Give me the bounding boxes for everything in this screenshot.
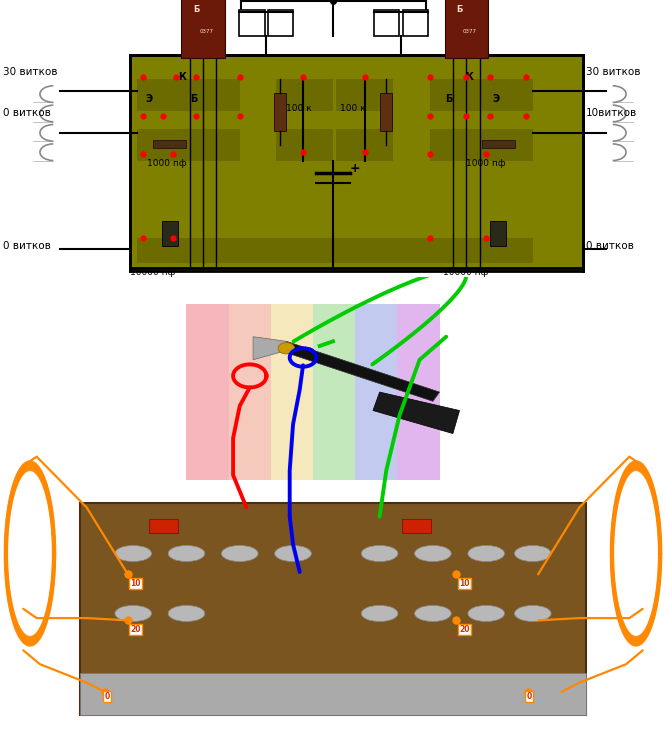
Text: 30 витков: 30 витков [586, 66, 641, 77]
Text: 10: 10 [131, 579, 141, 587]
Bar [80, 673, 586, 715]
Text: 10000 пф: 10000 пф [443, 269, 488, 277]
Bar [274, 93, 286, 131]
Text: 1000 пф: 1000 пф [147, 159, 186, 168]
Ellipse shape [221, 545, 258, 562]
Bar [186, 304, 440, 480]
Text: Э: Э [493, 94, 500, 104]
Polygon shape [253, 337, 286, 360]
Bar [430, 79, 533, 111]
Ellipse shape [361, 545, 398, 562]
Ellipse shape [168, 605, 205, 621]
Ellipse shape [468, 605, 505, 621]
Ellipse shape [115, 605, 152, 621]
Ellipse shape [468, 545, 505, 562]
Bar [398, 304, 440, 480]
Bar [402, 519, 431, 533]
Bar [149, 519, 178, 533]
Text: 10000 пф: 10000 пф [130, 269, 175, 277]
Text: 0377: 0377 [462, 30, 477, 34]
Bar [130, 55, 583, 271]
Text: Б: Б [445, 94, 452, 104]
Text: 0: 0 [526, 692, 531, 701]
Bar [137, 79, 240, 111]
Polygon shape [280, 341, 440, 401]
Bar [490, 221, 507, 246]
Text: 10витков: 10витков [586, 108, 637, 118]
Text: Б: Б [193, 5, 200, 15]
Bar [276, 79, 333, 111]
Ellipse shape [115, 545, 152, 562]
Bar [240, 10, 265, 36]
Ellipse shape [514, 545, 551, 562]
Text: 20: 20 [131, 625, 141, 634]
Polygon shape [373, 392, 460, 433]
Text: К: К [178, 72, 186, 82]
Bar [482, 139, 515, 148]
Bar [355, 304, 398, 480]
Bar [313, 304, 355, 480]
Bar [445, 0, 488, 58]
Text: 0 витков: 0 витков [3, 108, 51, 118]
Text: 20: 20 [460, 625, 470, 634]
Bar [181, 0, 224, 58]
Bar [430, 128, 533, 161]
Bar [186, 304, 228, 480]
Bar [80, 503, 586, 715]
Text: 0 витков: 0 витков [3, 241, 51, 251]
Bar [137, 128, 240, 161]
Text: 0: 0 [105, 692, 110, 701]
Text: 1000 пф: 1000 пф [466, 159, 505, 168]
Bar [161, 221, 178, 246]
Text: Б: Б [456, 5, 463, 15]
Bar [271, 304, 313, 480]
Ellipse shape [414, 545, 452, 562]
Bar [336, 79, 393, 111]
Text: Б: Б [190, 94, 197, 104]
Bar [137, 238, 533, 263]
Bar [228, 304, 271, 480]
Text: 0377: 0377 [199, 30, 214, 34]
Text: К: К [465, 72, 473, 82]
Ellipse shape [275, 545, 312, 562]
Bar [336, 128, 393, 161]
Text: +: + [350, 162, 360, 175]
Bar [276, 128, 333, 161]
Ellipse shape [168, 545, 205, 562]
Ellipse shape [361, 605, 398, 621]
Text: 100 к: 100 к [286, 104, 312, 113]
Text: 10: 10 [460, 579, 470, 587]
Text: 100 к: 100 к [340, 104, 365, 113]
Bar [380, 93, 392, 131]
Text: 0 витков: 0 витков [586, 241, 634, 251]
Bar [374, 10, 400, 36]
Ellipse shape [414, 605, 452, 621]
Bar [153, 139, 186, 148]
Bar [402, 10, 428, 36]
Text: Э: Э [145, 94, 153, 104]
Ellipse shape [514, 605, 551, 621]
Text: 30 витков: 30 витков [3, 66, 58, 77]
Bar [268, 10, 293, 36]
Ellipse shape [278, 342, 294, 354]
